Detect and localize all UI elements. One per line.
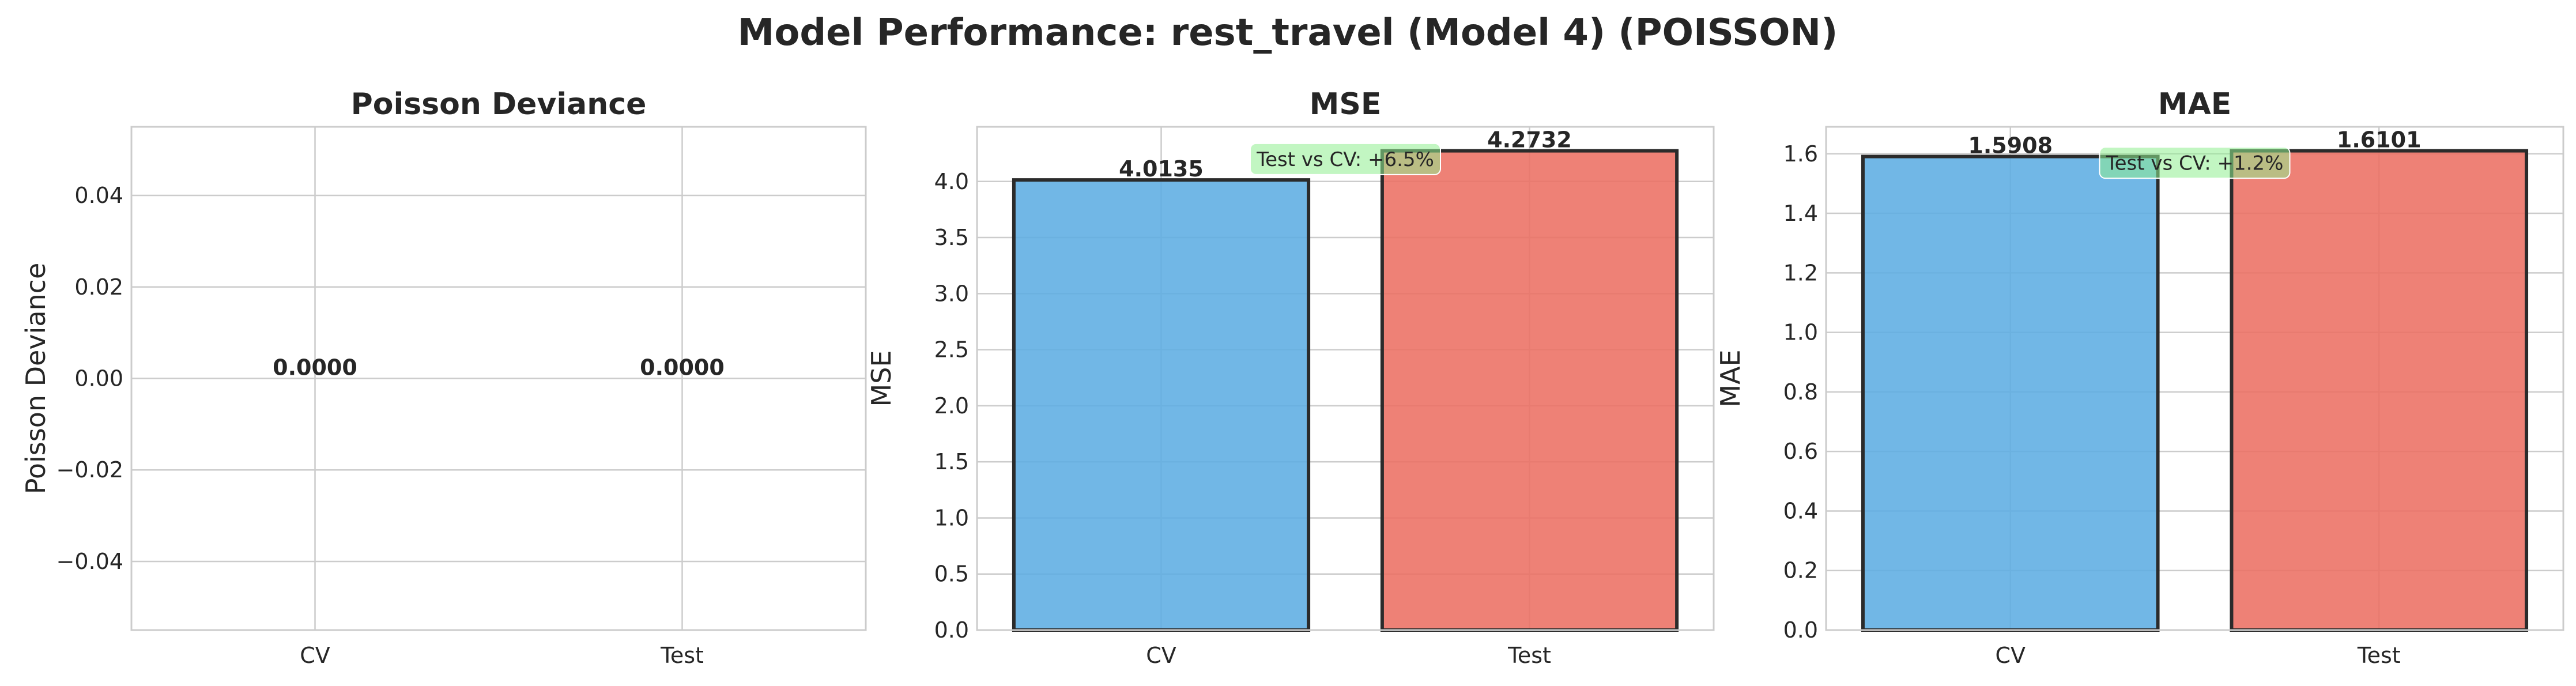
y-axis-label: Poisson Deviance: [20, 263, 51, 495]
y-tick-label: 1.4: [1783, 201, 1818, 226]
bar-cv[interactable]: [1861, 154, 2160, 632]
x-tick-label: Test: [2357, 643, 2401, 668]
y-tick-label: 2.0: [934, 393, 969, 419]
y-tick-label: 0.0: [1783, 617, 1818, 643]
y-tick-label: 3.0: [934, 281, 969, 306]
bar-value-label: 1.5908: [1968, 133, 2053, 159]
y-tick-label: −0.02: [56, 457, 123, 483]
bar-value-label: 0.0000: [640, 355, 725, 380]
y-tick-label: 0.6: [1783, 439, 1818, 464]
annotation-box: [2099, 146, 2291, 179]
y-tick-label: 0.02: [74, 274, 123, 300]
y-tick-label: 0.0: [934, 617, 969, 643]
y-tick-label: 0.00: [74, 366, 123, 391]
y-tick-label: 0.4: [1783, 498, 1818, 523]
bar-value-label: 4.0135: [1119, 156, 1204, 182]
x-tick-label: Test: [1507, 643, 1551, 668]
y-tick-label: 1.0: [1783, 320, 1818, 345]
bar-value-label: 0.0000: [273, 355, 357, 380]
y-tick-label: 1.0: [934, 505, 969, 530]
y-tick-label: 3.5: [934, 225, 969, 250]
bar-cv[interactable]: [1012, 178, 1311, 632]
y-tick-label: −0.04: [56, 549, 123, 574]
y-axis-label: MSE: [866, 350, 897, 407]
y-tick-label: 1.5: [934, 449, 969, 474]
x-tick-label: CV: [1146, 643, 1176, 668]
plot-frame: [1825, 126, 2564, 631]
y-tick-label: 2.5: [934, 337, 969, 363]
panel-title: Poisson Deviance: [351, 87, 647, 122]
bar-test[interactable]: [1380, 149, 1679, 632]
annotation-text: Test vs CV: +1.2%: [2106, 152, 2284, 175]
y-tick-label: 4.0: [934, 169, 969, 194]
bar-test[interactable]: [2230, 149, 2529, 632]
figure-title: Model Performance: rest_travel (Model 4)…: [738, 12, 1838, 54]
x-tick-label: CV: [1995, 643, 2026, 668]
y-tick-label: 0.04: [74, 183, 123, 208]
plot-frame: [976, 126, 1715, 631]
bar-value-label: 4.2732: [1487, 127, 1572, 153]
bar-value-label: 1.6101: [2337, 127, 2422, 153]
y-tick-label: 0.2: [1783, 558, 1818, 583]
y-tick-label: 0.5: [934, 561, 969, 587]
x-tick-label: Test: [660, 643, 704, 668]
annotation-box: [1250, 142, 1441, 175]
panel-title: MAE: [2158, 87, 2232, 122]
y-tick-label: 1.6: [1783, 141, 1818, 167]
y-tick-label: 1.2: [1783, 260, 1818, 285]
y-axis-label: MAE: [1715, 349, 1746, 407]
plot-frame: [130, 126, 867, 631]
y-tick-label: 0.8: [1783, 379, 1818, 405]
annotation-text: Test vs CV: +6.5%: [1256, 148, 1434, 171]
panel-title: MSE: [1310, 87, 1382, 122]
x-tick-label: CV: [300, 643, 330, 668]
